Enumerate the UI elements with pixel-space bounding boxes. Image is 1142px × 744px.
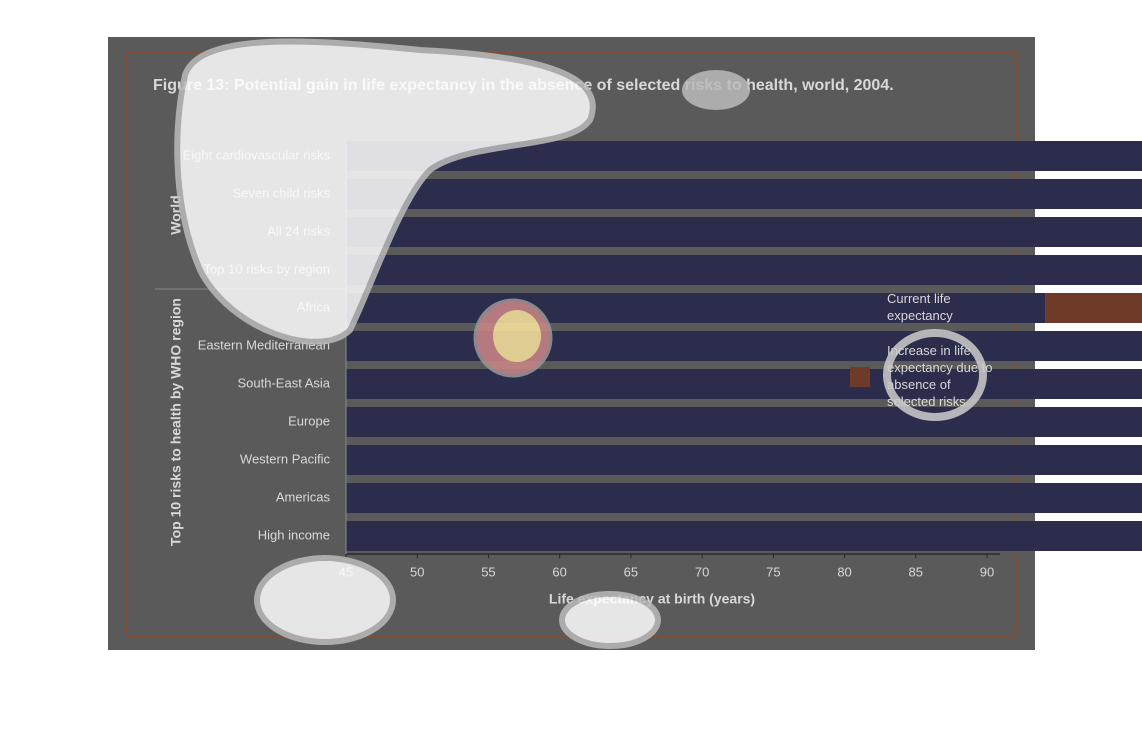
x-tick-label: 80: [837, 564, 851, 579]
x-tick-label: 70: [695, 564, 709, 579]
bar-segment: [346, 369, 1142, 399]
heat-blob: [493, 310, 541, 362]
bar-segment: [1045, 293, 1142, 323]
bar-segment: [346, 445, 1142, 475]
y-tick-label: South-East Asia: [238, 375, 331, 390]
bar-segment: [346, 407, 1142, 437]
x-tick-label: 60: [552, 564, 566, 579]
y-tick-label: Western Pacific: [240, 451, 331, 466]
x-tick-label: 55: [481, 564, 495, 579]
heat-blob: [174, 38, 596, 345]
heat-blob: [682, 70, 750, 110]
bar-segment: [346, 293, 1046, 323]
x-tick-label: 85: [909, 564, 923, 579]
x-tick-label: 90: [980, 564, 994, 579]
bar-segment: [346, 331, 1142, 361]
x-tick-label: 75: [766, 564, 780, 579]
legend-swatch: [850, 298, 870, 318]
heat-blob: [883, 329, 987, 421]
bar-segment: [346, 521, 1142, 551]
y-tick-label: Europe: [288, 413, 330, 428]
bar-segment: [346, 217, 1142, 247]
bar-segment: [346, 255, 1142, 285]
bar-segment: [346, 179, 1142, 209]
x-tick-label: 50: [410, 564, 424, 579]
legend-label: Current life expectancy: [887, 291, 953, 323]
bar-segment: [346, 483, 1142, 513]
y-tick-label: High income: [258, 527, 330, 542]
attention-overlay: [174, 38, 987, 649]
group-label: Top 10 risks to health by WHO region: [168, 298, 184, 546]
heat-blob: [559, 591, 661, 649]
legend-swatch: [850, 367, 870, 387]
y-tick-label: Americas: [276, 489, 331, 504]
x-tick-label: 65: [624, 564, 638, 579]
heat-blob: [254, 555, 396, 645]
